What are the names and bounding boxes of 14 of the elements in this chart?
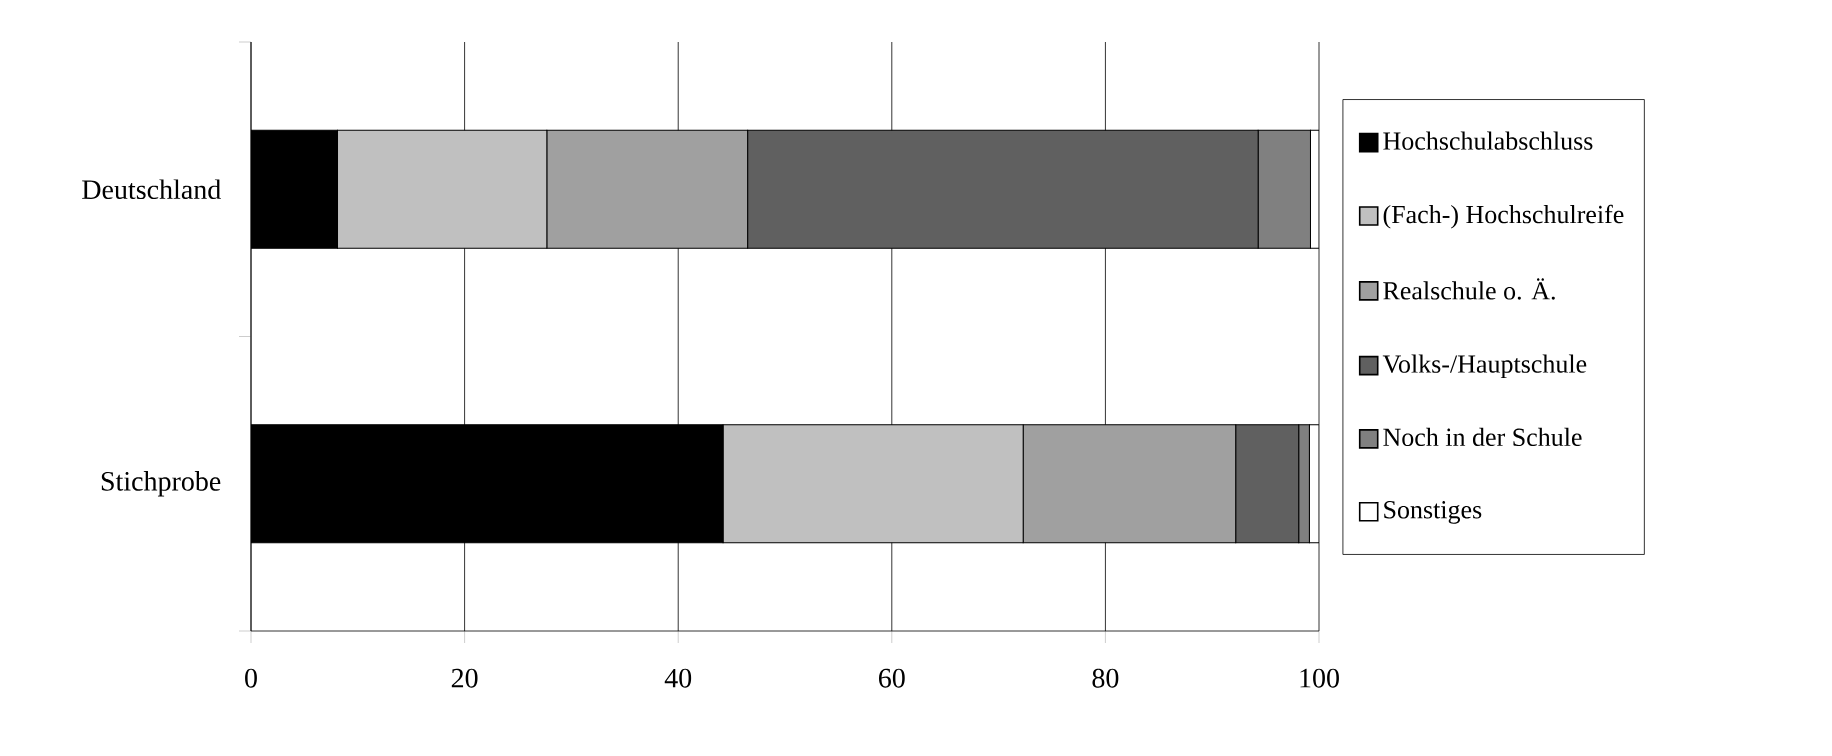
- legend-label: Noch in der Schule: [1383, 427, 1582, 447]
- legend-label: Realschule o. Ä.: [1383, 278, 1555, 300]
- x-tick-label: 0: [245, 668, 257, 688]
- x-tick-label: 60: [879, 668, 905, 688]
- x-tick-label: 20: [451, 668, 478, 688]
- legend-label: Hochschulabschluss: [1383, 131, 1593, 150]
- legend-label: Sonstiges: [1384, 501, 1482, 524]
- legend-label: Volks-/Hauptschule: [1382, 354, 1587, 379]
- legend-label: (Fach-) Hochschulreife: [1383, 204, 1624, 229]
- y-tick-label: Deutschland: [82, 179, 221, 200]
- x-tick-label: 100: [1300, 668, 1339, 688]
- x-tick-label: 40: [664, 668, 692, 688]
- x-tick-label: 80: [1092, 668, 1119, 688]
- y-tick-label: Stichprobe: [101, 471, 221, 497]
